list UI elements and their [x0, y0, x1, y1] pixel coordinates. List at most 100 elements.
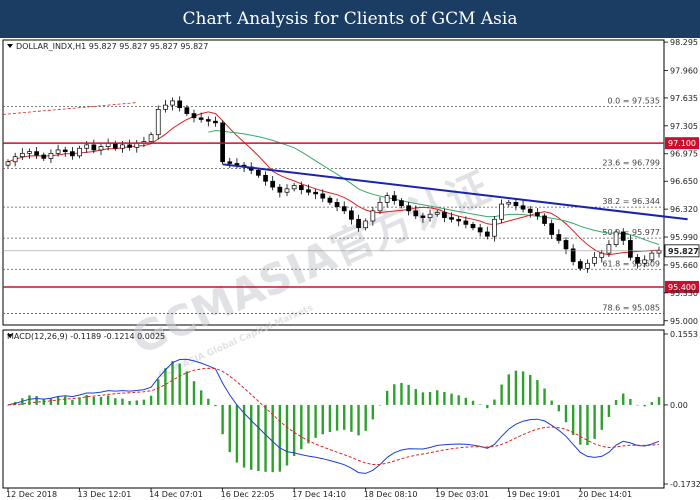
candle-body — [370, 210, 376, 222]
macd-histogram-bar — [543, 388, 546, 405]
candle-body — [363, 220, 369, 229]
candle-body — [356, 218, 361, 229]
ma-slow-line — [208, 129, 660, 245]
macd-histogram-bar — [142, 399, 146, 405]
watermark-text: GCMASIA官方认证 — [124, 162, 497, 364]
candle-body — [542, 215, 547, 224]
macd-histogram-bar — [400, 382, 403, 405]
candle-body — [477, 227, 483, 233]
macd-histogram-bar — [214, 404, 217, 407]
macd-histogram-bar — [221, 404, 224, 435]
macd-histogram-bar — [457, 395, 460, 405]
candle-body — [456, 218, 462, 222]
candle-body — [470, 224, 476, 229]
macd-histogram-bar — [650, 402, 654, 405]
candle-body — [599, 252, 605, 258]
chart-frames — [2, 39, 665, 489]
macd-histogram-bar — [85, 395, 88, 405]
candle-body — [635, 256, 640, 264]
candle-body — [506, 202, 512, 205]
ma-projection-line — [2, 102, 137, 115]
macd-histogram-bar — [106, 395, 110, 405]
macd-label: MACD(12,26,9) -0.1189 -0.1214 0.0025 — [7, 332, 165, 341]
price-tick-label: 96.975 — [670, 150, 698, 159]
fib-label: 0.0 = 97.535 — [607, 96, 660, 105]
macd-histogram-bar — [443, 391, 446, 405]
macd-histogram-bar — [149, 395, 153, 405]
candle-body — [327, 197, 333, 203]
price-tick-label: 95.330 — [670, 289, 698, 298]
price-tick-label: 96.320 — [670, 205, 698, 214]
candle-body — [377, 202, 383, 212]
macd-histogram-bar — [178, 363, 181, 405]
header-banner: Chart Analysis for Clients of GCM Asia — [0, 0, 700, 38]
time-tick-label: 14 Dec 07:01 — [149, 490, 203, 499]
candle-body — [177, 100, 183, 109]
candle-body — [535, 212, 540, 217]
macd-histogram-bar — [157, 379, 160, 405]
macd-histogram-bar — [335, 404, 339, 431]
candle-body — [48, 152, 54, 159]
macd-histogram-bar — [643, 404, 646, 407]
candle-body — [41, 154, 47, 159]
candle-body — [34, 151, 39, 156]
price-pane-frame — [2, 39, 665, 326]
fib-label: 50.0 = 95.977 — [602, 228, 660, 237]
macd-histogram-bar — [64, 396, 67, 405]
candle-body — [120, 144, 125, 149]
macd-tick-label: -0.1732 — [670, 480, 700, 489]
macd-histogram-bar — [278, 404, 282, 472]
time-tick-label: 12 Dec 2018 — [6, 490, 57, 499]
candle-body — [649, 252, 655, 261]
price-tick-label: 95.660 — [670, 261, 698, 270]
time-tick-label: 18 Dec 08:10 — [364, 490, 418, 499]
page-title: Chart Analysis for Clients of GCM Asia — [182, 9, 518, 29]
candle-body — [55, 149, 61, 154]
macd-histogram-bar — [250, 404, 253, 470]
candle-body — [27, 151, 32, 154]
macd-histogram-bar — [586, 404, 589, 446]
macd-histogram-bar — [407, 384, 410, 405]
macd-histogram-bar — [321, 404, 324, 435]
time-tick-label: 19 Dec 19:01 — [507, 490, 561, 499]
macd-line — [7, 358, 660, 474]
macd-histogram-bar — [571, 404, 575, 435]
macd-histogram-bar — [92, 397, 96, 405]
macd-histogram-bar — [393, 384, 396, 405]
candle-body — [62, 149, 68, 152]
candle-body — [170, 100, 175, 106]
macd-histogram-bar — [557, 404, 561, 412]
candle-body — [12, 156, 18, 163]
current-price-tag — [664, 244, 700, 258]
macd-histogram-bar — [629, 399, 632, 405]
current-price-label: 95.827 — [668, 247, 699, 256]
macd-histogram-bar — [579, 404, 582, 445]
candlesticks — [5, 96, 662, 273]
price-tick-label: 98.295 — [670, 38, 698, 47]
macd-histogram-bar — [328, 404, 332, 433]
candle-body — [628, 240, 633, 258]
candle-body — [349, 210, 354, 220]
candle-body — [399, 200, 404, 207]
macd-histogram-bar — [307, 404, 310, 444]
macd-histogram-bar — [28, 395, 31, 405]
candle-body — [155, 108, 161, 136]
macd-histogram-bar — [414, 389, 417, 405]
price-tick-label: 97.960 — [670, 66, 698, 75]
candle-body — [499, 203, 504, 220]
fibonacci-levels: 0.0 = 97.535 23.6 = 96.799 38.2 = 96.344 50… — [3, 96, 664, 314]
macd-histogram-bar — [35, 396, 38, 405]
candle-body — [484, 231, 490, 237]
macd-histogram-bar — [493, 399, 496, 405]
candle-body — [270, 180, 276, 188]
horizontal-levels: 97.100 95.400 — [3, 137, 699, 293]
macd-panel: 0.1553 0.00 -0.1732 — [6, 330, 700, 489]
macd-histogram-bar — [550, 400, 553, 405]
macd-histogram-bar — [292, 404, 296, 456]
candle-body — [313, 191, 318, 195]
macd-dropdown-icon — [7, 334, 13, 338]
candle-body — [84, 144, 90, 149]
candle-body — [413, 210, 419, 217]
candle-body — [620, 231, 626, 241]
